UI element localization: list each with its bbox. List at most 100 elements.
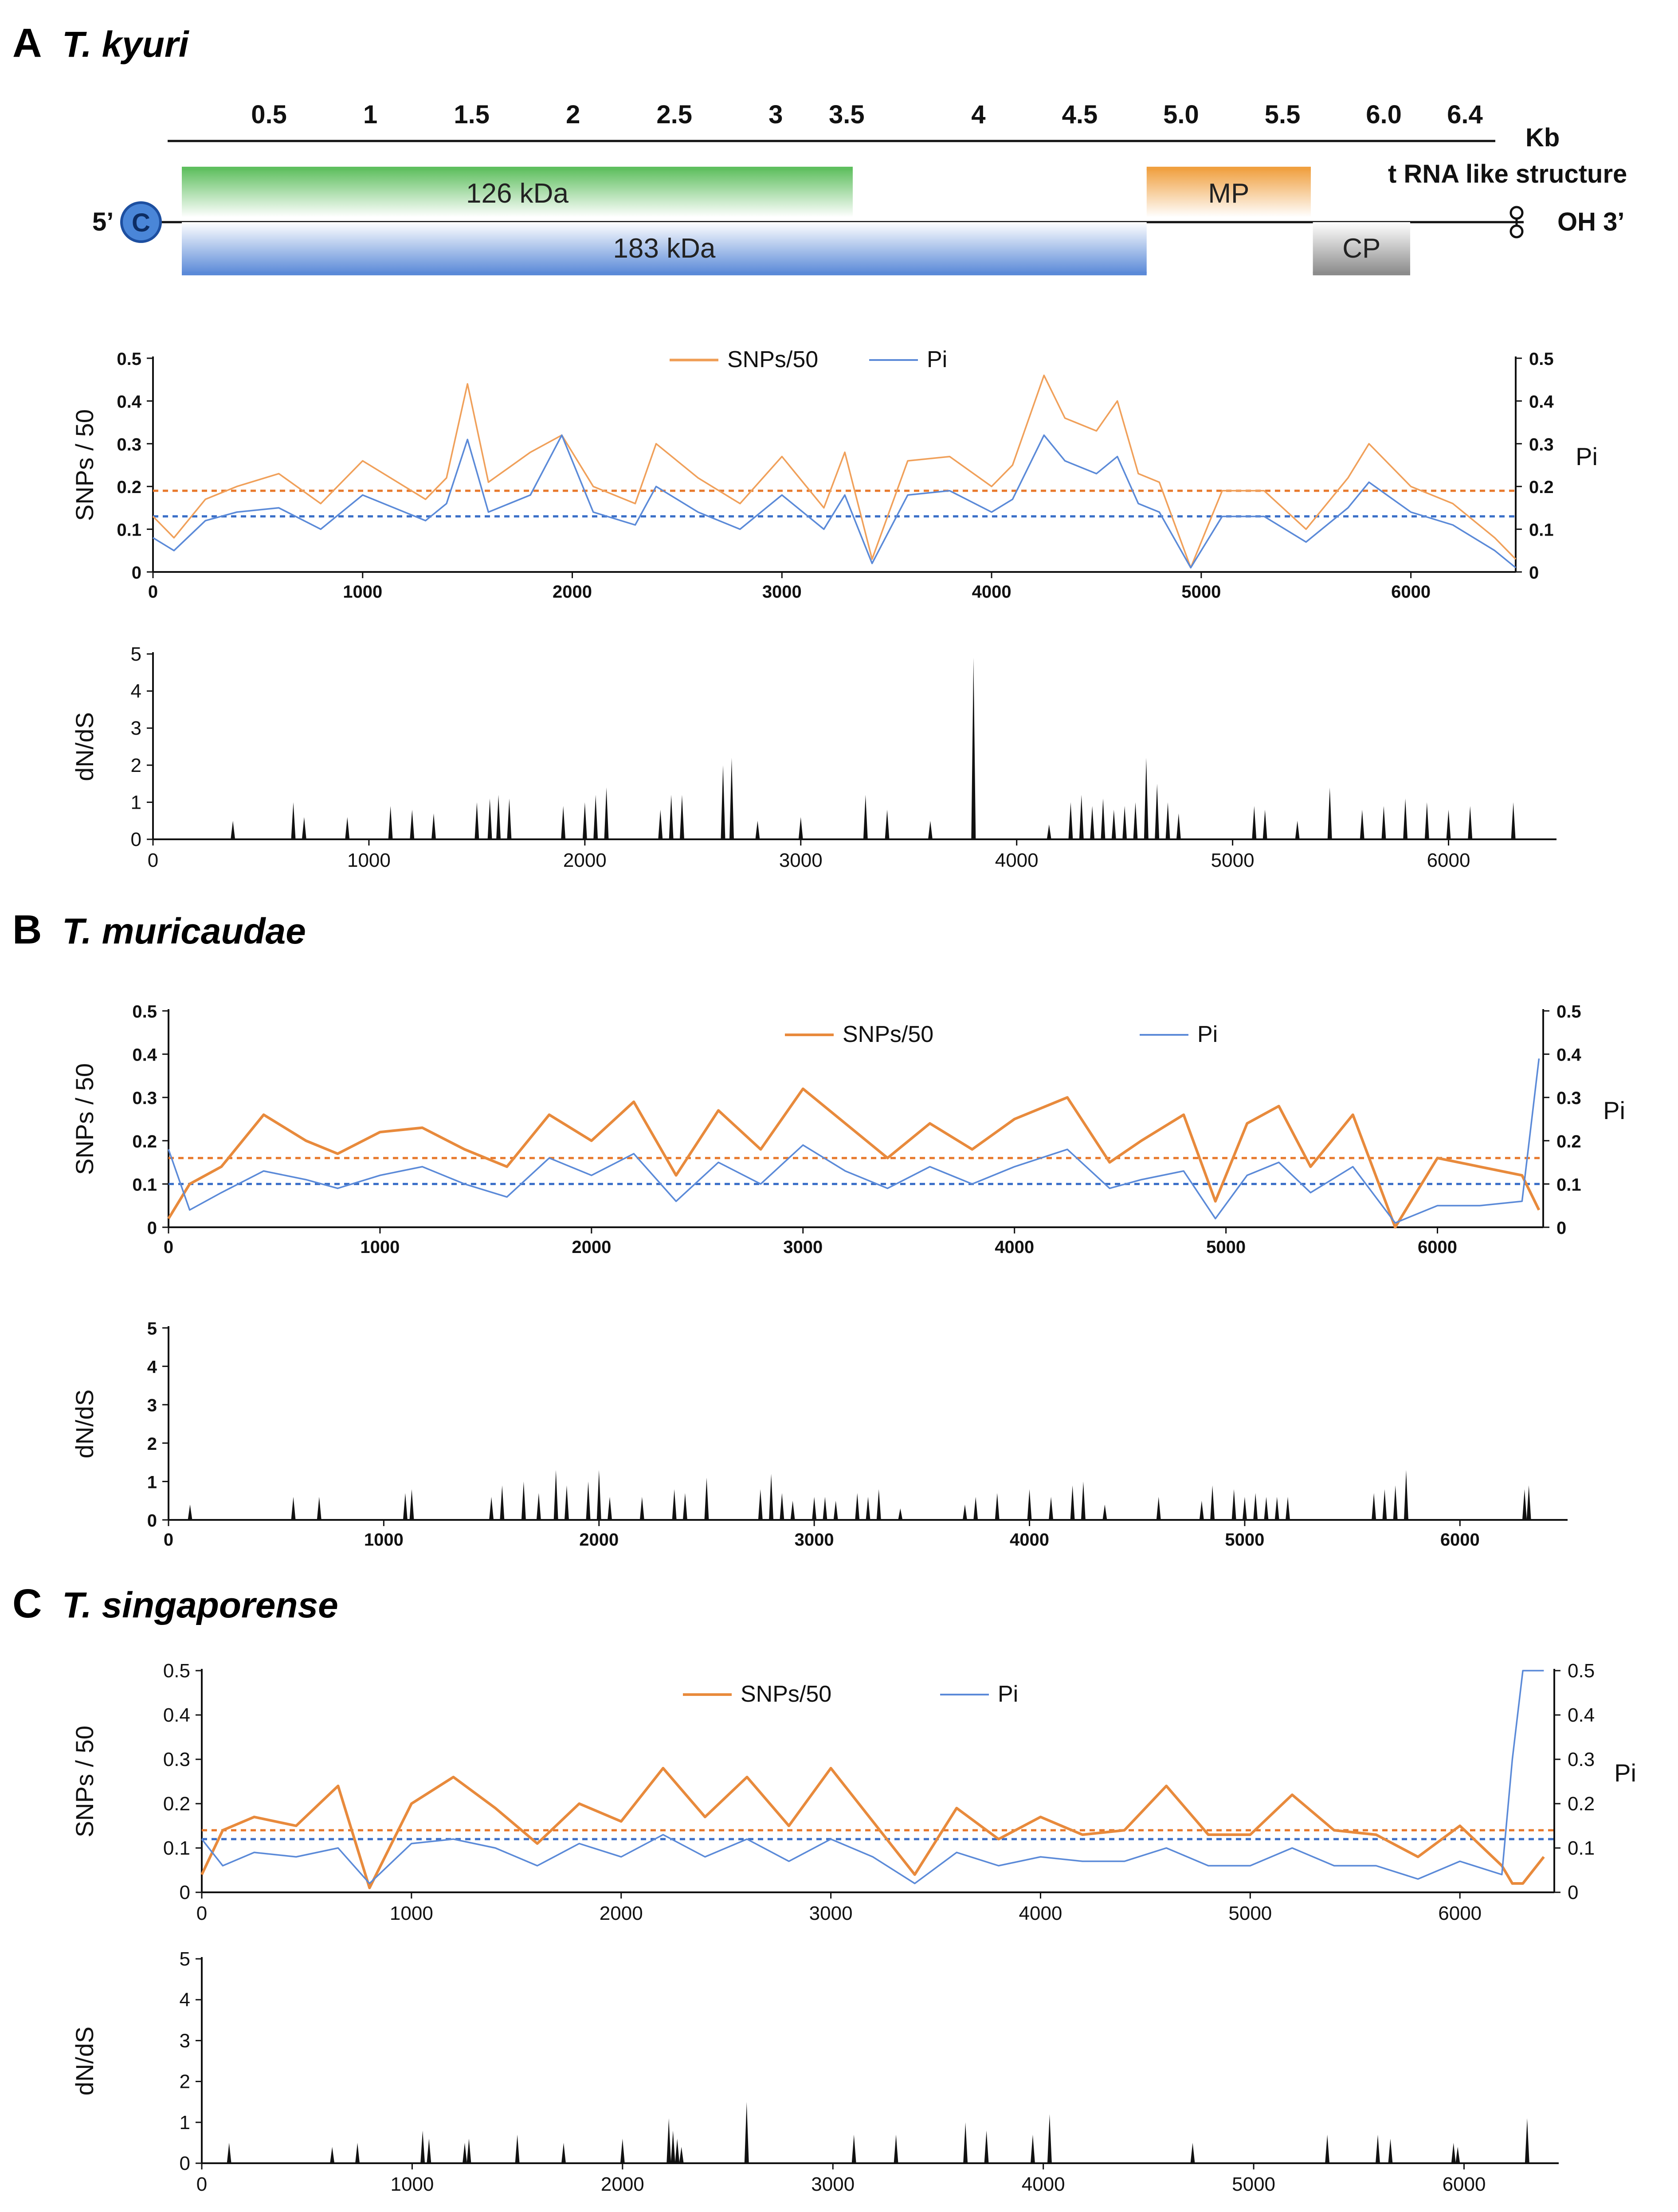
dnds-spike xyxy=(721,765,725,839)
series-line-snps-50 xyxy=(167,1087,1541,1229)
dnds-spike xyxy=(1360,810,1364,839)
x-tick-label: 2000 xyxy=(579,1530,619,1550)
dnds-spike xyxy=(1468,806,1473,839)
y-tick-label: 3 xyxy=(180,2030,190,2051)
dnds-spike xyxy=(1155,783,1160,839)
dnds-spike xyxy=(593,795,598,839)
panel-c-letter: C xyxy=(12,1581,42,1626)
dnds-spike xyxy=(1325,2134,1330,2163)
dnds-spike xyxy=(1252,806,1257,839)
y-tick-label: 0.3 xyxy=(117,435,141,454)
scale-unit: Kb xyxy=(1525,123,1560,152)
dnds-spike xyxy=(188,1504,192,1520)
y-tick-label: 0 xyxy=(147,1218,157,1238)
dnds-spike xyxy=(604,787,609,839)
dnds-spike xyxy=(823,1497,827,1520)
legend-label: SNPs/50 xyxy=(741,1681,831,1707)
dnds-spike xyxy=(1101,799,1106,839)
right-tick-label: 0.2 xyxy=(1556,1132,1581,1151)
right-tick-label: 0 xyxy=(1568,1882,1578,1903)
right-tick-label: 0 xyxy=(1556,1218,1566,1238)
dnds-spike xyxy=(704,1477,709,1520)
y-tick-label: 3 xyxy=(131,717,141,739)
dnds-spike xyxy=(536,1493,541,1520)
y-label-left: SNPs / 50 xyxy=(71,1726,98,1837)
legend-label: Pi xyxy=(927,347,947,372)
scale-label: 5.0 xyxy=(1163,100,1199,129)
dnds-spike xyxy=(812,1497,817,1520)
dnds-spike xyxy=(403,1493,408,1520)
right-tick-label: 0.1 xyxy=(1568,1837,1595,1859)
gene-label: MP xyxy=(1208,178,1249,209)
x-tick-label: 3000 xyxy=(809,1903,853,1924)
dnds-spike xyxy=(962,1504,967,1520)
gene-box-cp xyxy=(1313,222,1411,274)
dnds-spike xyxy=(410,810,415,839)
x-tick-label: 5000 xyxy=(1181,582,1221,602)
series-line-pi xyxy=(201,1670,1544,1884)
dnds-spike xyxy=(1165,802,1170,839)
dnds-spike xyxy=(291,1497,296,1520)
x-tick-label: 0 xyxy=(148,582,158,602)
dnds-spike xyxy=(1404,1470,1408,1520)
right-tick-label: 0.4 xyxy=(1529,392,1554,411)
dnds-spike xyxy=(1286,1497,1290,1520)
y-tick-label: 5 xyxy=(180,1948,190,1970)
dnds-spike xyxy=(780,1493,784,1520)
y-label-right: Pi xyxy=(1576,442,1598,470)
right-tick-label: 0.1 xyxy=(1556,1175,1581,1194)
dnds-spike xyxy=(231,821,235,839)
right-tick-label: 0.1 xyxy=(1529,521,1554,540)
scale-label: 0.5 xyxy=(251,100,287,129)
dnds-spike xyxy=(744,2102,749,2163)
dnds-spike xyxy=(302,817,306,839)
dnds-spike xyxy=(1090,806,1095,839)
dnds-spike xyxy=(984,2130,989,2163)
dnds-spike xyxy=(971,658,976,839)
dnds-spike xyxy=(1253,1493,1258,1520)
legend-label: SNPs/50 xyxy=(727,347,818,372)
dnds-spike xyxy=(1403,799,1408,839)
y-label-left: SNPs / 50 xyxy=(71,409,98,521)
gene-label: 126 kDa xyxy=(466,178,568,209)
dnds-spike xyxy=(894,2134,898,2163)
gene-label: CP xyxy=(1342,233,1380,264)
x-tick-label: 4000 xyxy=(995,1237,1034,1257)
right-tick-label: 0.3 xyxy=(1556,1088,1581,1108)
dnds-spike xyxy=(596,1470,601,1520)
dnds-spike xyxy=(995,1493,1000,1520)
x-tick-label: 4000 xyxy=(1010,1530,1049,1550)
dnds-spike xyxy=(467,2138,471,2163)
x-tick-label: 1000 xyxy=(364,1530,404,1550)
x-tick-label: 1000 xyxy=(360,1237,400,1257)
chart-c_div: 0 1000 2000 3000 4000 5000 6000 0 0.1 0.2 0.3 0.4 0.… xyxy=(71,1660,1636,1924)
y-tick-label: 0.4 xyxy=(132,1045,157,1065)
dnds-spike xyxy=(620,2138,625,2163)
y-tick-label: 0.2 xyxy=(117,478,141,497)
y-tick-label: 0.5 xyxy=(132,1002,157,1022)
x-tick-label: 2000 xyxy=(600,1903,643,1924)
dnds-spike xyxy=(670,2130,675,2163)
x-tick-label: 5000 xyxy=(1211,850,1255,871)
dnds-spike xyxy=(682,1493,687,1520)
x-tick-label: 5000 xyxy=(1228,1903,1272,1924)
y-tick-label: 2 xyxy=(131,755,141,776)
x-tick-label: 2000 xyxy=(572,1237,611,1257)
chart-a_div: 0 1000 2000 3000 4000 5000 6000 0 0.1 0.2 0.3 0.4 0.… xyxy=(71,347,1598,602)
y-tick-label: 2 xyxy=(180,2071,190,2093)
dnds-spike xyxy=(1525,2118,1529,2163)
right-tick-label: 0.4 xyxy=(1568,1704,1595,1726)
x-tick-label: 4000 xyxy=(1019,1903,1062,1924)
dnds-spike xyxy=(672,1489,677,1520)
dnds-spike xyxy=(1274,1497,1279,1520)
dnds-spike xyxy=(1122,806,1127,839)
x-tick-label: 4000 xyxy=(1022,2173,1065,2195)
panel-c-species: T. singaporense xyxy=(62,1585,338,1625)
x-tick-label: 3000 xyxy=(811,2173,855,2195)
dnds-spike xyxy=(758,1489,763,1520)
y-tick-label: 4 xyxy=(147,1358,157,1377)
x-tick-label: 2000 xyxy=(601,2173,644,2195)
y-tick-label: 0.5 xyxy=(163,1660,190,1682)
dnds-spike xyxy=(431,813,436,839)
dnds-spike xyxy=(553,1470,558,1520)
